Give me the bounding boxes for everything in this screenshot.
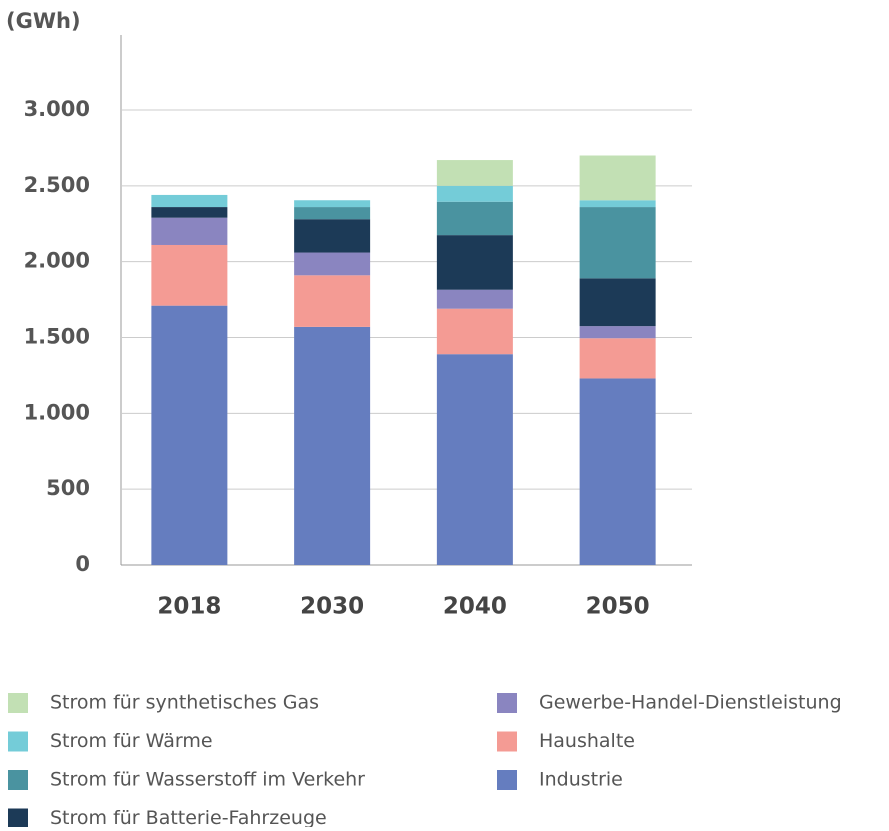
bar-segment [294, 219, 371, 253]
y-tick-label: 2.000 [24, 249, 90, 273]
bar-segment [294, 252, 371, 276]
bar-segment [436, 308, 513, 355]
legend-swatch [497, 770, 517, 790]
bar-segment [436, 235, 513, 290]
legend-label: Haushalte [539, 730, 635, 752]
bar-segment [294, 207, 371, 220]
y-tick-label: 2.500 [24, 173, 90, 197]
bar-segment [436, 289, 513, 309]
bar-segment [294, 275, 371, 327]
x-tick-label: 2018 [157, 594, 221, 620]
legend-swatch [497, 731, 517, 752]
bar-segment [436, 201, 513, 236]
legend-swatch [8, 770, 28, 790]
bar-segment [151, 305, 228, 565]
y-tick-label: 1.500 [24, 325, 90, 349]
legend-label: Strom für Wärme [50, 730, 213, 752]
legend-swatch [8, 731, 28, 752]
legend-swatch [8, 808, 28, 829]
bar-segment [579, 378, 656, 565]
bar-segment [579, 155, 656, 201]
x-tick-label: 2030 [300, 594, 364, 620]
bar-segment [294, 200, 371, 208]
bar-segment [151, 194, 228, 208]
legend-swatch [497, 693, 517, 713]
bar-segment [579, 338, 656, 379]
x-tick-label: 2050 [586, 594, 650, 620]
bar-segment [579, 207, 656, 279]
y-tick-label: 0 [75, 552, 90, 576]
bar-segment [151, 217, 228, 245]
bar-segment [151, 244, 228, 306]
legend-label: Strom für Batterie-Fahrzeuge [50, 807, 327, 827]
legend-swatch [8, 693, 28, 713]
bar-segment [579, 326, 656, 339]
y-axis-label: (GWh) [6, 9, 81, 33]
bar-segment [436, 354, 513, 565]
legend-label: Industrie [539, 769, 623, 791]
legend-label: Gewerbe-Handel-Dienstleistung [539, 692, 842, 714]
y-tick-label: 1.000 [24, 400, 90, 424]
x-tick-label: 2040 [443, 594, 507, 620]
bar-segment [579, 200, 656, 208]
legend-label: Strom für Wasserstoff im Verkehr [50, 769, 365, 791]
bar-segment [579, 278, 656, 327]
y-tick-label: 500 [46, 476, 90, 500]
bar-segment [294, 326, 371, 565]
bar-segment [436, 185, 513, 202]
legend-label: Strom für synthetisches Gas [50, 692, 319, 714]
bar-segment [151, 207, 228, 218]
bar-segment [436, 160, 513, 186]
y-tick-label: 3.000 [24, 97, 90, 121]
